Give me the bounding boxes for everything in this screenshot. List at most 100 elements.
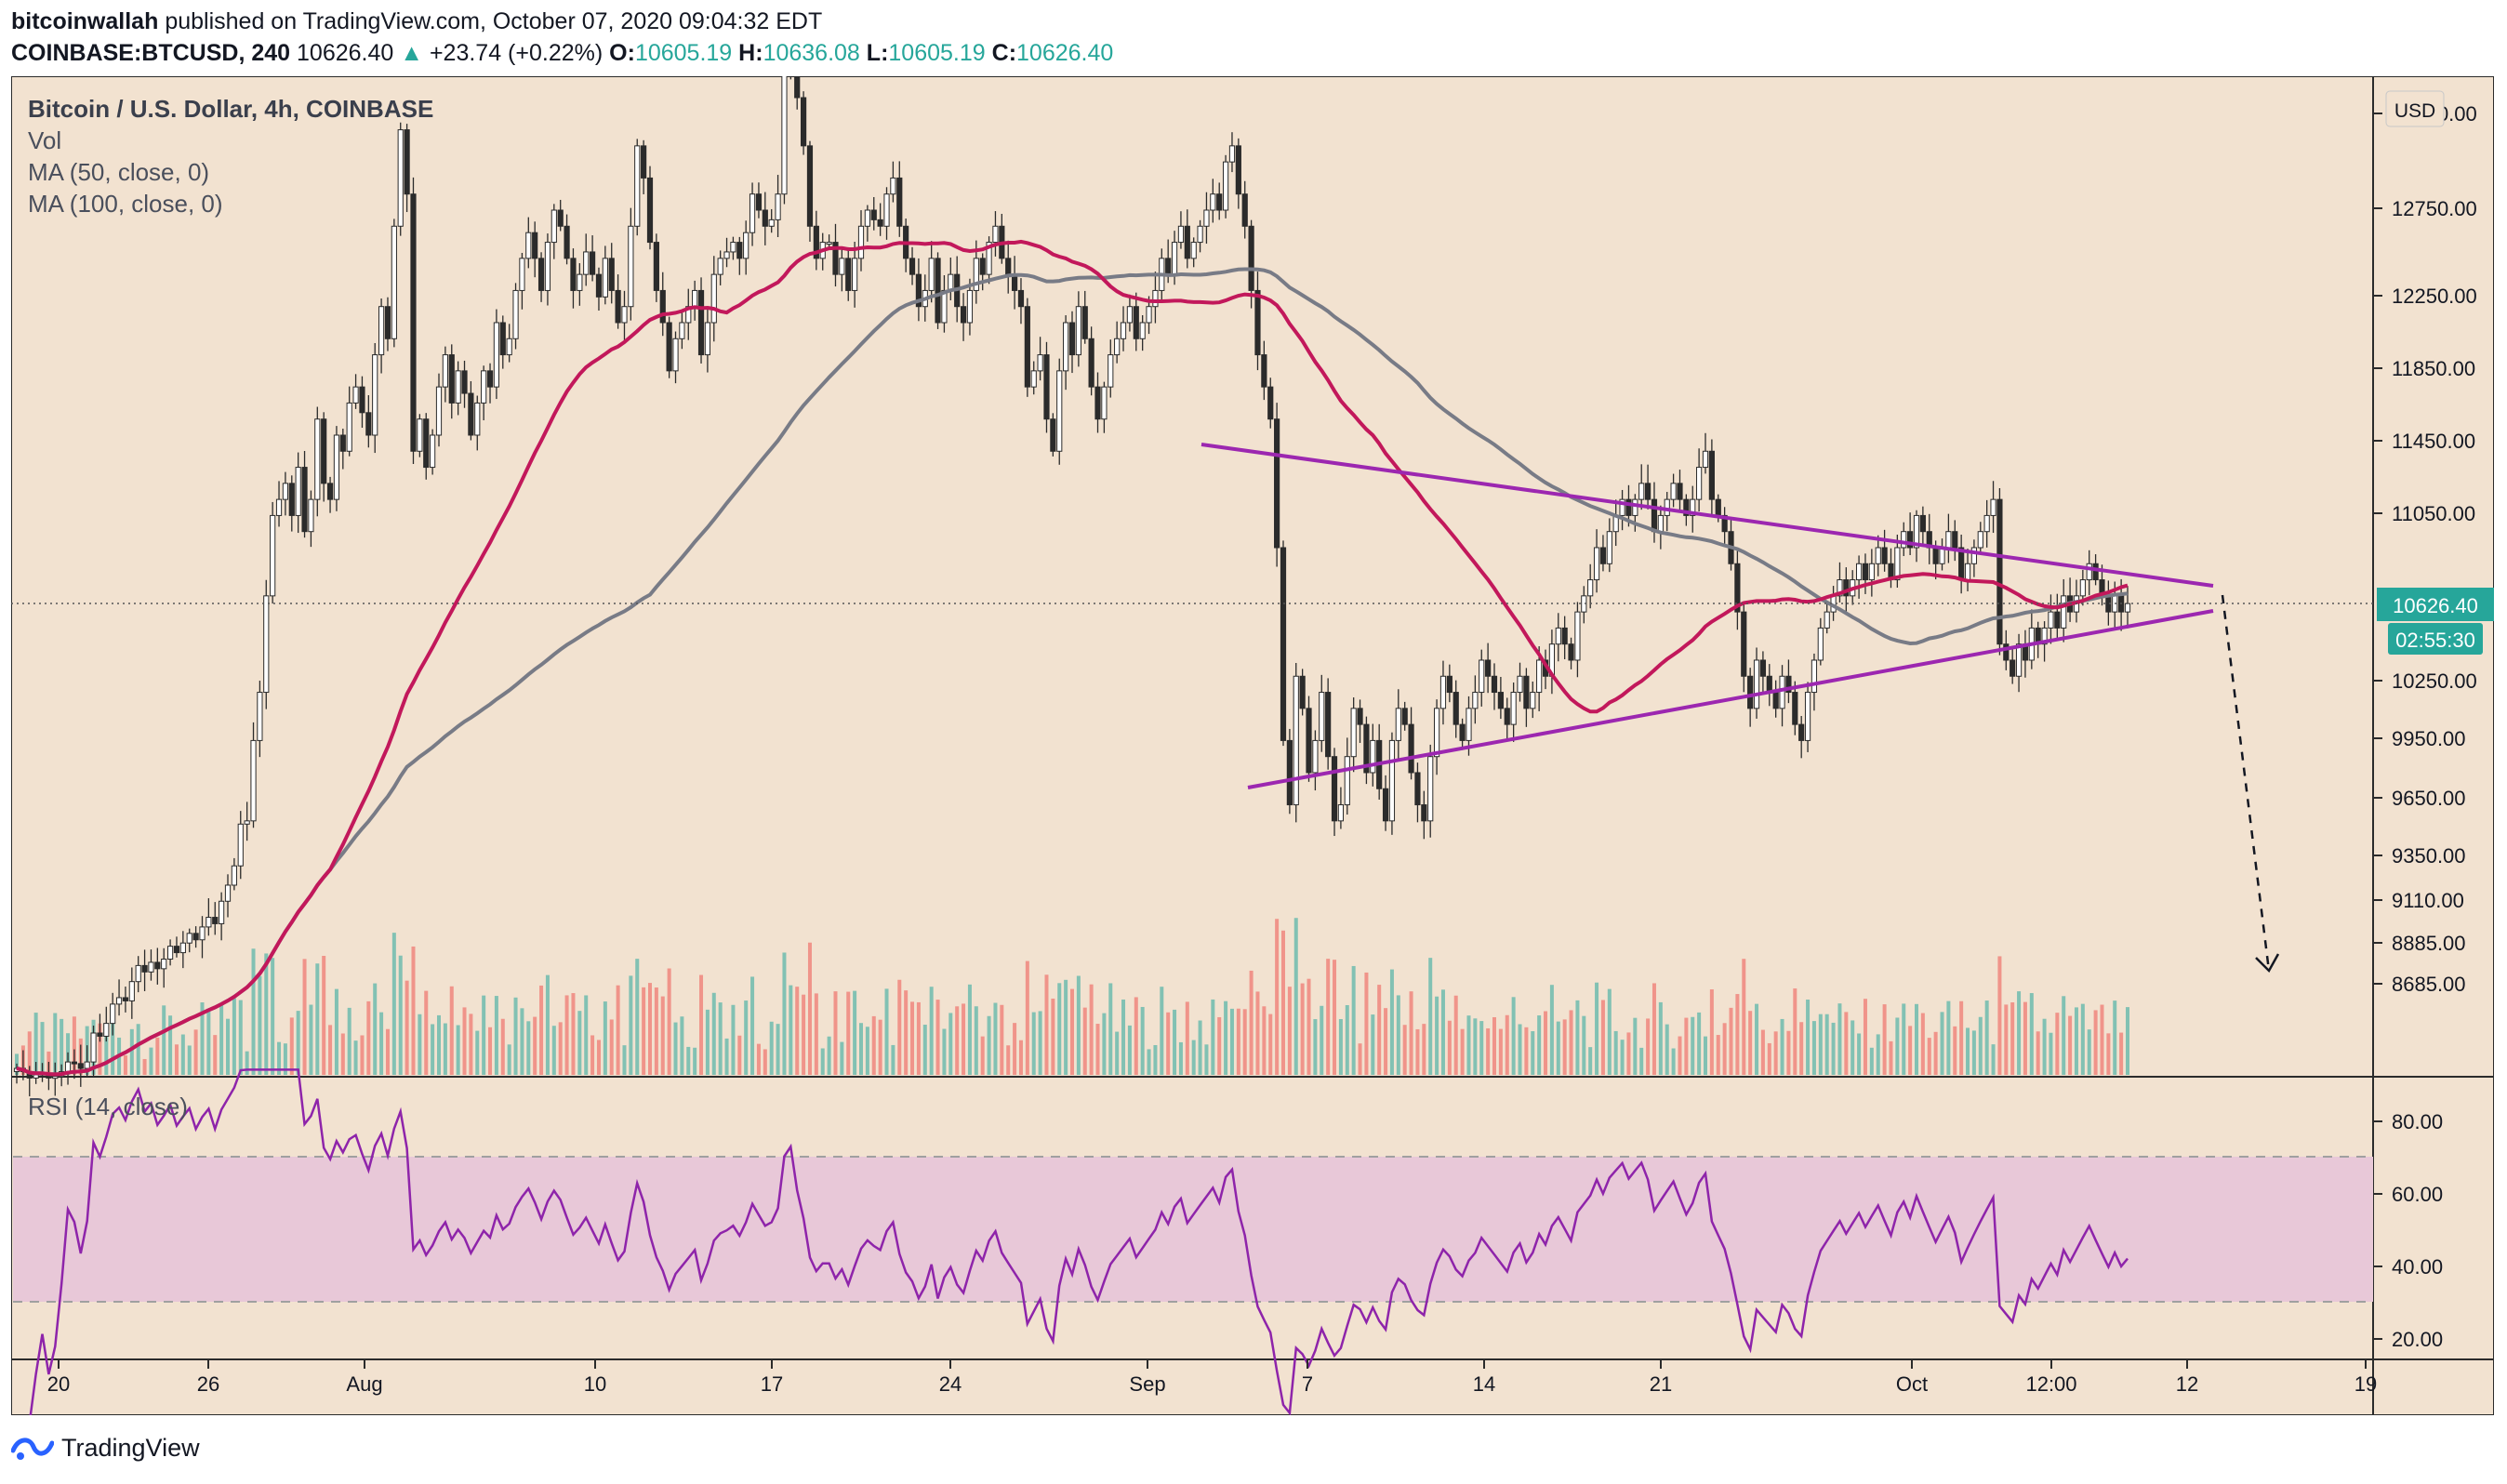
volume-bar [974, 1006, 978, 1075]
candle-body [1772, 692, 1779, 709]
candle-body [1913, 514, 1920, 549]
volume-bar [40, 1022, 45, 1075]
legend-volume[interactable]: Vol [28, 126, 62, 154]
candle-body [1907, 531, 1914, 549]
volume-bar [1658, 1001, 1663, 1075]
candle-body [1811, 659, 1818, 694]
volume-bar [724, 1038, 729, 1075]
volume-bar [711, 992, 716, 1075]
volume-bar [782, 952, 787, 1075]
candle-body [219, 900, 225, 924]
candle-body [883, 193, 890, 227]
candle-body [730, 242, 736, 253]
candle-body [1837, 579, 1843, 597]
legend-ma100[interactable]: MA (100, close, 0) [28, 190, 223, 218]
volume-bar [1639, 1047, 1644, 1075]
chart-legend: Bitcoin / U.S. Dollar, 4h, COINBASE Vol … [28, 93, 433, 219]
volume-bar [1307, 978, 1311, 1075]
candle-body [1759, 659, 1767, 677]
candle-body [135, 964, 141, 983]
candle-body [1408, 723, 1414, 774]
volume-bar [1338, 1018, 1343, 1075]
candle-body [646, 177, 654, 244]
volume-bar [642, 987, 646, 1075]
volume-bar [206, 1008, 211, 1075]
volume-bar [1595, 982, 1599, 1075]
volume-bar [1038, 1011, 1042, 1075]
legend-title[interactable]: Bitcoin / U.S. Dollar, 4h, COINBASE [28, 95, 434, 123]
candle-body [224, 884, 232, 902]
candle-body [148, 961, 154, 973]
candle-body [1139, 322, 1146, 339]
legend-ma50[interactable]: MA (50, close, 0) [28, 158, 210, 186]
candle-body [1945, 531, 1952, 549]
candle-body [97, 1032, 103, 1037]
volume-bar [1018, 1040, 1023, 1075]
candle-body [468, 392, 474, 436]
volume-bar [219, 1003, 224, 1075]
footer-branding[interactable]: TradingView [11, 1432, 200, 1464]
volume-bar [469, 1014, 473, 1075]
volume-bar [1537, 1015, 1542, 1075]
candle-body [697, 289, 705, 356]
price-axis[interactable]: 13250.0012750.0012250.0011850.0011450.00… [2373, 102, 2477, 996]
price-badge-label: 10626.40 [2393, 594, 2478, 617]
volume-bar [1588, 1047, 1593, 1075]
chart-area[interactable]: 13250.0012750.0012250.0011850.0011450.00… [10, 14, 2495, 1424]
volume-bar [405, 980, 409, 1075]
candle-body [710, 273, 717, 324]
volume-bar [1249, 970, 1254, 1075]
candle-body [1657, 514, 1664, 533]
volume-bar [373, 983, 378, 1075]
volume-bar [1575, 1000, 1580, 1075]
volume-bar [411, 946, 416, 1075]
candle-body [692, 289, 698, 308]
rsi-legend[interactable]: RSI (14, close) [28, 1093, 188, 1120]
volume-bar [1447, 1020, 1452, 1075]
volume-bar [1933, 1031, 1938, 1075]
volume-bar [340, 1033, 345, 1075]
ma50-line [16, 239, 2129, 1077]
candle-body [128, 981, 135, 1001]
volume-bar [967, 984, 972, 1075]
candle-body [1197, 225, 1203, 244]
candle-body [2010, 659, 2016, 677]
volume-bar [1140, 1006, 1145, 1075]
volume-bar [1569, 1010, 1573, 1075]
candle-body [173, 946, 180, 954]
time-tick-label: 7 [1302, 1372, 1313, 1396]
price-tick-label: 10250.00 [2392, 669, 2477, 693]
candle-body [1561, 627, 1568, 645]
time-axis[interactable]: 20 26 Aug 10 17 24 Sep 7 14 21 Oct 12:00 12 19 [47, 1359, 2377, 1396]
currency-badge[interactable] [2385, 90, 2445, 127]
candle-body [806, 145, 814, 227]
candle-body [378, 306, 385, 356]
volume-bar [2106, 1033, 2111, 1075]
volume-bar [1876, 1034, 1880, 1075]
volume-bar [718, 1002, 723, 1075]
candle-body [244, 820, 250, 825]
price-chart[interactable]: 13250.0012750.0012250.0011850.0011450.00… [10, 14, 2495, 1424]
volume-bar [884, 988, 889, 1075]
price-tick-label: 12750.00 [2392, 197, 2477, 220]
volume-bar [763, 1049, 767, 1075]
candle-body [775, 193, 781, 220]
candle-body [52, 1076, 59, 1080]
volume-bar [1799, 1022, 1804, 1075]
candle-body [1050, 418, 1056, 452]
candle-body [870, 209, 877, 220]
volume-bar [1211, 999, 1215, 1075]
volume-bar [1051, 998, 1055, 1075]
volume-bar [955, 1006, 960, 1075]
candle-body [1344, 756, 1350, 806]
candle-body [103, 1023, 110, 1037]
author-name[interactable]: bitcoinwallah [11, 8, 159, 34]
volume-bar [699, 974, 704, 1075]
volume-bar [437, 1014, 441, 1075]
volume-bar [1153, 1044, 1158, 1075]
volume-bar [802, 994, 806, 1075]
volume-bar [1166, 1012, 1171, 1075]
volume-bar [891, 1044, 895, 1075]
volume-bar [1435, 996, 1439, 1075]
candle-body [979, 258, 986, 275]
